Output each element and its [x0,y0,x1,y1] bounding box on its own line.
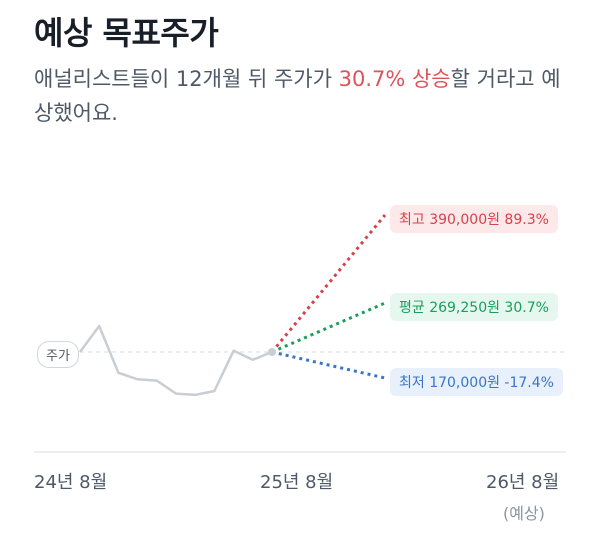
projection-high-line [270,214,387,353]
projection-low-line [271,350,386,380]
target-low-badge: 최저 170,000원 -17.4% [390,368,563,396]
target-high-badge: 최고 390,000원 89.3% [390,205,558,233]
current-price-dot [268,348,276,356]
description-prefix: 애널리스트들이 12개월 뒤 주가가 [34,67,339,91]
projection-average-line [271,301,386,354]
x-label-end: 26년 8월 [486,472,560,493]
description-suffix: 할 거라고 예상했어요. [34,67,561,125]
current-price-label: 주가 [37,341,79,368]
x-label-start: 24년 8월 [34,472,108,493]
description: 애널리스트들이 12개월 뒤 주가가 30.7% 상승할 거라고 예상했어요. [34,62,574,130]
description-highlight: 30.7% 상승 [338,67,451,91]
page-title: 예상 목표주가 [34,14,219,52]
target-average-badge: 평균 269,250원 30.7% [390,293,558,321]
price-history-line [78,324,273,397]
x-sublabel-forecast: (예상) [503,504,545,523]
x-label-mid: 25년 8월 [260,472,334,493]
